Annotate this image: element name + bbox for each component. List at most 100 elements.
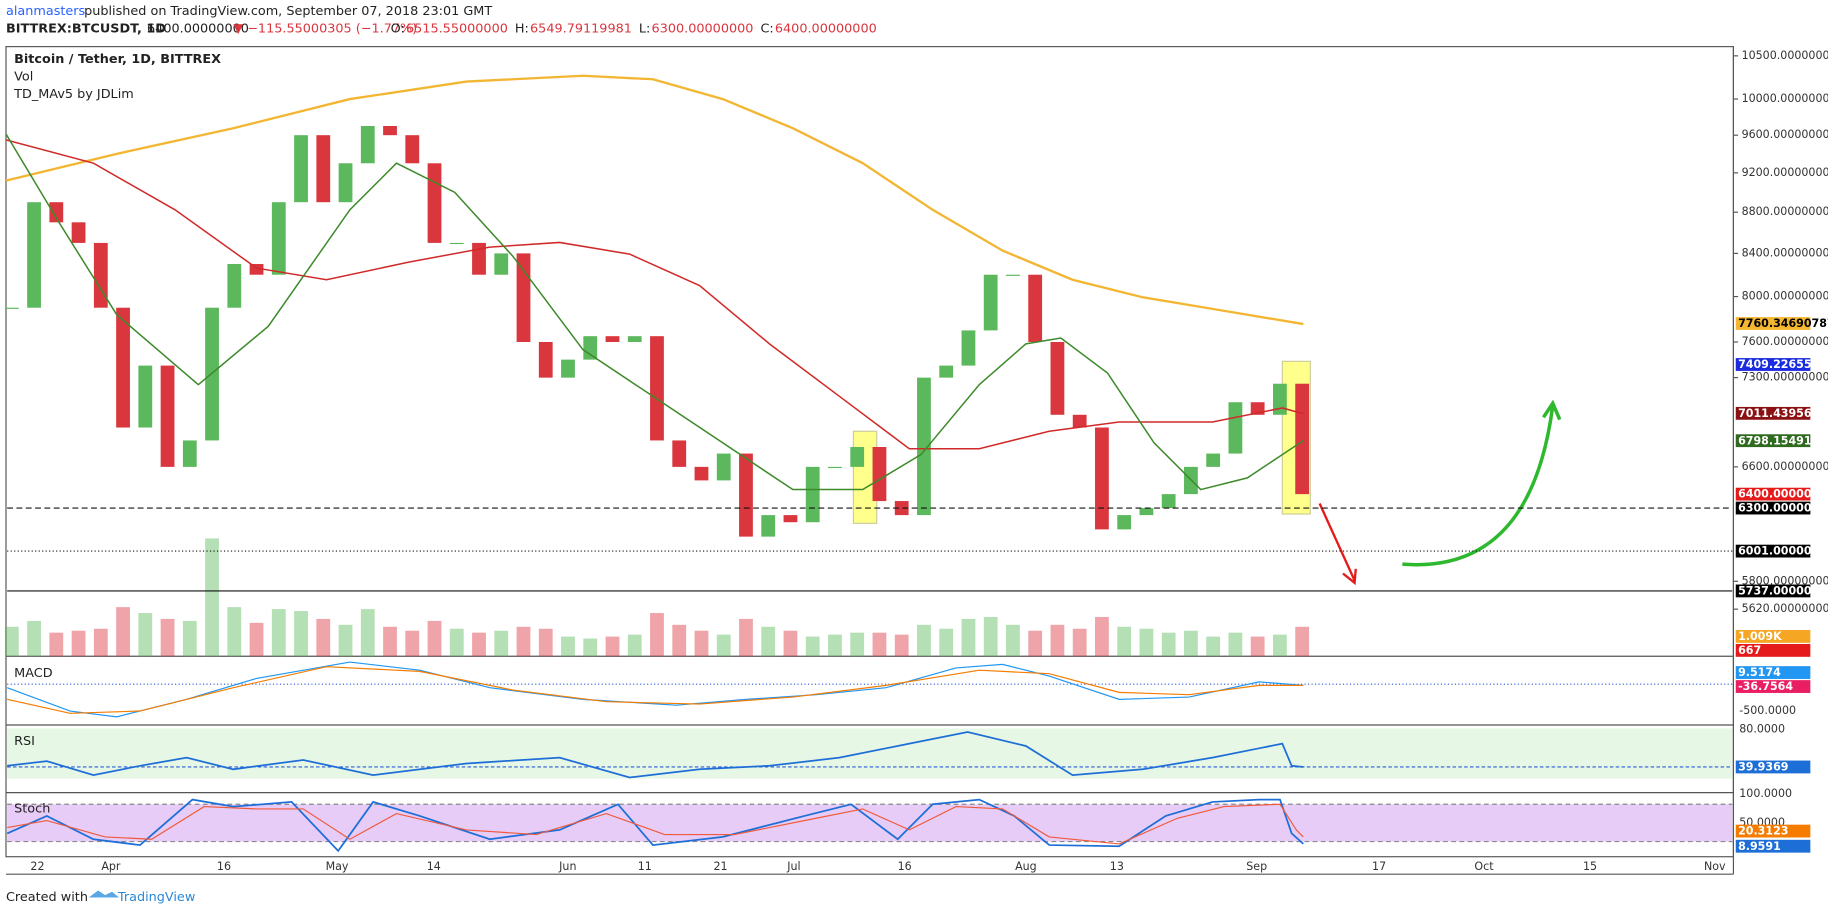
volume-bar [1139,628,1154,657]
pane-title: RSI [14,734,35,749]
y-tick-label: 8400.00000000 [1742,246,1828,259]
price-badge: 7011.43956824 [1738,407,1828,420]
candle-body [71,222,86,243]
candle-body [828,466,842,469]
volume-bar [561,636,575,657]
rsi-line [7,731,1304,779]
y-tick-label: 9200.00000000 [1742,166,1828,179]
x-tick-label: Apr [101,860,121,873]
author[interactable]: alanmasters [6,4,86,19]
indicator-badge: 667 [1738,644,1761,657]
volume-bar [1117,626,1132,657]
pane-title: Stoch [14,801,50,816]
candle-body [116,307,130,428]
volume-bar [360,609,375,657]
x-tick-label: 21 [713,860,727,873]
price-badge-bg [1735,544,1811,558]
price-badge: 7760.34690787 [1738,317,1828,330]
candle-body [27,202,41,308]
candle-body [383,126,397,136]
y-tick-label: 10500.00000000 [1742,49,1828,62]
publish-note: published on TradingView.com, September … [84,4,492,19]
candle-body [783,515,798,523]
indicator-label: TD_MAv5 by JDLim [13,87,134,102]
indicator-badge: -36.7564 [1738,680,1793,693]
footer-created: Created with [6,890,88,905]
candle-body [338,163,353,203]
y-tick-label: 5620.00000000 [1742,602,1828,615]
volume-bar [961,618,976,657]
x-tick-label: 11 [638,860,652,873]
price-badge-bg [1735,317,1811,330]
x-tick-label: 14 [427,860,441,873]
candle-body [739,453,753,537]
candle-body [894,501,909,516]
y-tick-label: 7600.00000000 [1742,335,1828,348]
volume-bar [93,628,108,657]
x-tick-label: Jun [558,860,576,873]
y-tick-label: 10000.00000000 [1742,92,1828,105]
volume-bar [828,634,842,657]
candle-body [1139,508,1154,516]
volume-bar [1184,630,1198,657]
price-badge-bg [1735,406,1811,420]
volume-bar [650,613,664,657]
y-tick-label: 6600.00000000 [1742,460,1828,473]
candle-body [672,440,687,467]
indicator-badge-bg [1735,680,1811,693]
volume-bar [1095,616,1109,657]
last-price: 6400.00000000 [147,22,249,37]
candle-body [405,135,420,164]
volume-bar [4,626,19,657]
volume-bar [872,632,887,657]
volume-bar [27,620,41,657]
indicator-label: Vol [14,69,33,84]
indicator-badge-bg [1735,824,1811,838]
candle-body [249,263,264,275]
chart-title: Bitcoin / Tether, 1D, BITTREX [14,52,221,67]
change: ▼ −115.55000305 (−1.77%) [233,22,417,37]
candle-body [182,440,197,467]
volume-bar [805,636,820,657]
volume-bar [583,638,598,657]
candles [4,126,1310,657]
volume-bar [1072,628,1087,657]
price-badge: 6400.00000000 [1738,488,1828,501]
x-tick-label: 22 [30,860,44,873]
x-tick-label: 15 [1583,860,1597,873]
y-tick-label: 8000.00000000 [1742,290,1828,303]
tv-logo [88,890,120,898]
volume-bar [71,630,86,657]
volume-bar [694,630,709,657]
candle-body [360,126,375,164]
volume-bar [917,624,931,657]
candle-body [316,135,331,203]
volume-bar [783,630,798,657]
x-tick-label: Nov [1704,860,1726,873]
x-tick-label: Aug [1015,860,1037,873]
x-tick-label: 16 [217,860,231,873]
candle-body [516,253,531,342]
price-badge-bg [1735,487,1811,501]
volume-bar [449,628,464,657]
footer-brand[interactable]: TradingView [117,890,195,905]
candle-body [917,377,931,516]
price-badge: 6001.00000000 [1738,545,1828,558]
up-arrow [1402,399,1562,567]
indicator-badge: 1.009K [1738,630,1782,643]
candle-body [1206,453,1221,467]
candle-body [961,330,976,366]
macd-tick: -500.0000 [1739,704,1796,717]
price-badge: 5737.00000000 [1738,585,1828,598]
x-tick-label: 17 [1372,860,1386,873]
candle-body [4,307,19,309]
indicator-badge: 9.5174 [1738,666,1781,679]
price-badge-bg [1735,501,1811,515]
rsi-band [7,728,1733,779]
ohlc-key: H: [515,22,529,37]
volume-bar [383,626,397,657]
candle-body [583,336,598,360]
indicator-badge: 8.9591 [1738,840,1781,853]
candle-body [160,365,175,467]
indicator-badge-bg [1735,760,1811,774]
